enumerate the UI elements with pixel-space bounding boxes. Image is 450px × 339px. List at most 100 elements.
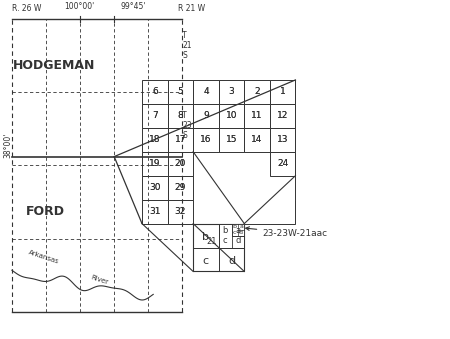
Bar	[270, 104, 296, 128]
Text: 30: 30	[149, 183, 161, 192]
Text: 1: 1	[280, 87, 285, 96]
Bar	[219, 128, 244, 152]
Bar	[219, 200, 244, 224]
Bar	[193, 128, 219, 152]
Bar	[193, 80, 219, 104]
Text: 13: 13	[277, 135, 288, 144]
Text: 32: 32	[175, 207, 186, 216]
Bar	[193, 224, 244, 272]
Bar	[167, 104, 193, 128]
Bar	[142, 80, 296, 224]
Bar	[270, 80, 296, 104]
Text: 6: 6	[152, 87, 158, 96]
Text: 4: 4	[203, 87, 209, 96]
Bar	[219, 80, 244, 104]
Bar	[219, 104, 244, 128]
Text: 12: 12	[277, 111, 288, 120]
Bar	[193, 176, 219, 200]
Text: HODGEMAN: HODGEMAN	[14, 59, 96, 72]
Bar	[219, 128, 244, 152]
Bar	[244, 128, 270, 152]
Bar	[193, 128, 219, 152]
Text: 7: 7	[152, 111, 158, 120]
Text: d: d	[228, 256, 235, 266]
Bar	[142, 176, 167, 200]
Text: b: b	[222, 226, 228, 235]
Text: 12: 12	[277, 111, 288, 120]
Text: 38°00': 38°00'	[3, 133, 12, 158]
Text: 2: 2	[254, 87, 260, 96]
Bar	[142, 152, 167, 176]
Text: 21: 21	[206, 237, 216, 246]
Text: c: c	[203, 256, 209, 266]
Bar	[142, 200, 167, 224]
Text: 10: 10	[226, 111, 237, 120]
Bar	[270, 200, 296, 224]
Bar	[270, 152, 296, 176]
Text: 3: 3	[229, 87, 234, 96]
Text: a: a	[235, 226, 240, 235]
Text: 29: 29	[175, 183, 186, 192]
Text: 17: 17	[175, 135, 186, 144]
Bar	[142, 104, 167, 128]
Text: d: d	[239, 230, 243, 235]
Text: 99°45': 99°45'	[120, 2, 146, 11]
Text: a: a	[239, 224, 243, 230]
Bar	[244, 152, 270, 176]
Text: 15: 15	[226, 135, 237, 144]
Bar	[270, 176, 296, 200]
Text: 7: 7	[152, 111, 158, 120]
Bar	[219, 152, 244, 176]
Text: FORD: FORD	[26, 205, 65, 218]
Text: c: c	[223, 236, 227, 245]
Bar	[244, 128, 270, 152]
Text: 31: 31	[149, 207, 161, 216]
Bar	[219, 80, 244, 104]
Text: 20: 20	[175, 159, 186, 168]
Text: 19: 19	[149, 159, 161, 168]
Bar	[142, 104, 167, 128]
Text: Arkansas: Arkansas	[27, 249, 60, 265]
Text: 30: 30	[149, 183, 161, 192]
Text: 16: 16	[200, 135, 212, 144]
Text: d: d	[235, 236, 241, 245]
Text: 19: 19	[149, 159, 161, 168]
Bar	[142, 128, 167, 152]
Text: 16: 16	[200, 135, 212, 144]
Text: 18: 18	[149, 135, 161, 144]
Bar	[167, 104, 193, 128]
Text: 20: 20	[175, 159, 186, 168]
Bar	[167, 80, 193, 104]
Bar	[167, 128, 193, 152]
Text: 5: 5	[177, 87, 183, 96]
Text: 8: 8	[177, 111, 183, 120]
Text: 31: 31	[149, 207, 161, 216]
Bar	[167, 200, 193, 224]
Bar	[244, 80, 270, 104]
Bar	[193, 104, 219, 128]
Text: b: b	[202, 232, 209, 242]
Text: 9: 9	[203, 111, 209, 120]
Text: 11: 11	[252, 111, 263, 120]
Bar	[219, 104, 244, 128]
Text: 17: 17	[175, 135, 186, 144]
Bar	[244, 104, 270, 128]
Text: 18: 18	[149, 135, 161, 144]
Text: 24: 24	[277, 159, 288, 168]
Text: 11: 11	[252, 111, 263, 120]
Text: 32: 32	[175, 207, 186, 216]
Text: c: c	[233, 230, 236, 235]
Text: 3: 3	[229, 87, 234, 96]
Bar	[167, 152, 193, 176]
Bar	[167, 176, 193, 200]
Text: 10: 10	[226, 111, 237, 120]
Bar	[167, 152, 193, 176]
Bar	[167, 176, 193, 200]
Text: T
23
S: T 23 S	[182, 111, 192, 140]
Bar	[193, 200, 219, 224]
Text: 15: 15	[226, 135, 237, 144]
Bar	[244, 104, 270, 128]
Bar	[167, 80, 193, 104]
Bar	[142, 80, 167, 104]
Bar	[270, 104, 296, 128]
